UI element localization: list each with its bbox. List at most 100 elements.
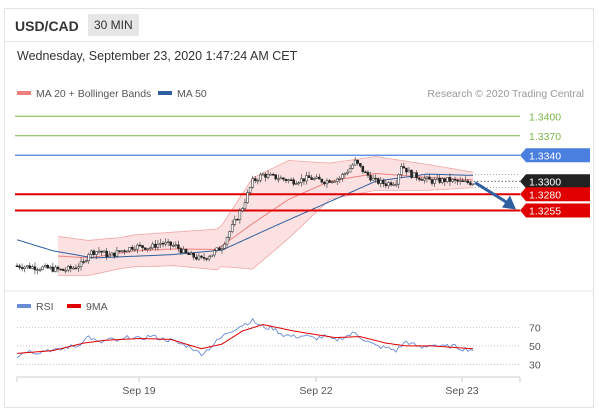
time-tick-label: Sep 22 [299, 385, 332, 397]
candle-body [113, 252, 116, 257]
bollinger-lower [58, 187, 474, 276]
candle-body [31, 266, 34, 269]
candle-body [246, 192, 249, 203]
candle-body [141, 245, 144, 248]
candle-body [72, 267, 75, 270]
chart-timestamp: Wednesday, September 23, 2020 1:47:24 AM… [17, 49, 298, 63]
rsi-line [16, 317, 474, 359]
ma50-line [16, 173, 474, 259]
candle-body [466, 180, 470, 183]
candle-body [441, 178, 444, 183]
candle-body [435, 177, 439, 180]
legend-label: MA 20 + Bollinger Bands [36, 88, 151, 100]
candle-body [90, 250, 93, 255]
candle-body [361, 165, 365, 173]
rsi-plot: 70 50 30 [16, 317, 541, 372]
candle-body [312, 178, 316, 180]
candle-body [172, 245, 175, 247]
candle-body [374, 177, 377, 180]
candle-body [197, 255, 201, 260]
candle-body [412, 172, 416, 178]
candle-body [161, 242, 165, 245]
watermark: Research © 2020 Trading Central [427, 88, 584, 100]
legend-label: RSI [36, 301, 54, 313]
legend-swatch [17, 91, 31, 95]
candle-body [187, 252, 190, 256]
rsi-tick-label: 70 [529, 322, 541, 334]
candle-body [379, 179, 383, 184]
candle-body [131, 247, 134, 250]
candle-body [284, 179, 288, 181]
candle-body [225, 237, 229, 245]
candle-body [446, 177, 449, 182]
candle-body [425, 176, 429, 179]
candle-body [282, 177, 285, 180]
candle-body [415, 172, 418, 179]
candle-body [166, 241, 170, 244]
candle-body [215, 247, 219, 251]
candle-body [128, 247, 131, 252]
candle-body [38, 269, 42, 271]
candle-body [394, 183, 398, 186]
chart-header: USD/CAD 30 MIN [5, 9, 593, 42]
candle-body [148, 247, 152, 250]
candle-body [61, 268, 65, 271]
legend-swatch [158, 91, 172, 95]
candle-body [220, 248, 224, 251]
candle-body [125, 250, 129, 253]
candle-body [84, 260, 88, 262]
candle-body [123, 250, 126, 252]
candle-body [277, 178, 280, 181]
candle-body [407, 169, 411, 173]
candle-body [77, 266, 80, 269]
chart-widget: USD/CAD 30 MIN Wednesday, September 23, … [4, 8, 594, 408]
candle-body [335, 178, 339, 182]
candle-body [287, 179, 290, 182]
candle-body [417, 177, 421, 180]
candle-body [213, 250, 216, 256]
candle-body [46, 265, 49, 269]
candle-body [41, 266, 44, 270]
candle-body [69, 266, 73, 269]
candle-body [318, 176, 321, 180]
candle-body [364, 171, 367, 174]
candle-body [397, 174, 400, 185]
candle-body [115, 250, 119, 257]
candle-body [371, 177, 375, 181]
candle-body [195, 257, 198, 260]
interval-selector[interactable]: 30 MIN [88, 14, 139, 36]
candle-body [218, 247, 221, 251]
candle-body [151, 243, 155, 249]
candle-body [23, 266, 26, 269]
candle-body [471, 183, 475, 186]
candle-body [51, 266, 55, 272]
candle-body [330, 181, 334, 183]
candle-body [233, 219, 237, 225]
candle-body [423, 178, 426, 181]
time-tick-label: Sep 19 [122, 385, 155, 397]
candle-body [266, 174, 270, 178]
candle-body [300, 178, 303, 183]
candle-body [328, 180, 331, 183]
candle-body [353, 159, 357, 166]
candle-body [292, 179, 295, 185]
candle-body [33, 266, 37, 271]
candle-body [118, 250, 121, 252]
candle-body [164, 242, 167, 245]
candle-body [387, 182, 390, 187]
symbol-title: USD/CAD [15, 18, 79, 34]
candle-body [359, 163, 362, 167]
candle-body [323, 181, 326, 185]
candle-body [182, 248, 185, 254]
candle-body [154, 243, 157, 248]
candle-body [59, 268, 62, 271]
candle-body [310, 177, 313, 180]
bollinger-band [58, 156, 473, 276]
candle-body [15, 265, 19, 267]
candle-body [174, 244, 178, 247]
candle-body [341, 174, 344, 179]
candle-body [200, 255, 203, 258]
candle-body [248, 187, 252, 193]
candle-body [351, 164, 354, 169]
candle-body [451, 179, 454, 182]
